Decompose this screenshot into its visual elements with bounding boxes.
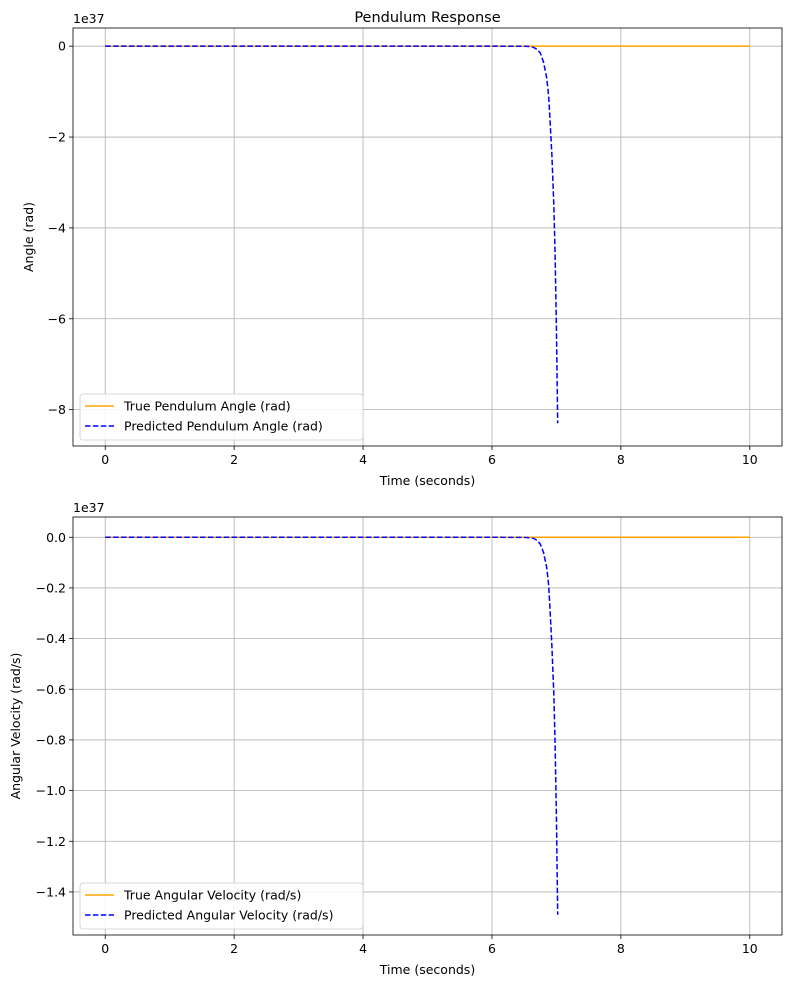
legend: True Angular Velocity (rad/s) Predicted A…: [79, 882, 364, 930]
axes-frame: [72, 27, 783, 447]
x-tick-label: 6: [488, 941, 496, 956]
x-tick-label: 6: [488, 452, 496, 467]
x-axis-label: Time (seconds): [379, 473, 475, 488]
y-axis-label: Angular Velocity (rad/s): [8, 653, 23, 800]
y-tick-label: −1.0: [36, 783, 66, 798]
legend-label-1: True Pendulum Angle (rad): [123, 399, 291, 414]
axes-frame: [72, 516, 783, 936]
y-tick-label: −1.2: [36, 834, 66, 849]
axis-offset-label: 1e37: [73, 500, 105, 515]
y-tick-label: −0.2: [36, 580, 66, 595]
chart-panel-2: 0 2 4 6 8 10 0.0 −0.2 −0.4 −0.6 −0.8 −1.0 −1.2 −1.4 1e…: [8, 500, 783, 977]
x-tick-label: 10: [742, 941, 758, 956]
x-tick-label: 10: [742, 452, 758, 467]
y-tick-label: −0.4: [36, 631, 66, 646]
chart-panel-1: 0 2 4 6 8 10 0 −2 −4 −6 −8 1e37 Pendulum Response Tim…: [21, 10, 783, 488]
x-tick-label: 8: [617, 941, 625, 956]
legend-label-2: Predicted Pendulum Angle (rad): [124, 419, 323, 434]
y-tick-label: −2: [48, 130, 66, 145]
y-tick-label: −4: [48, 220, 66, 235]
legend: True Pendulum Angle (rad) Predicted Pendu…: [79, 393, 364, 441]
y-tick-label: −0.8: [36, 732, 66, 747]
legend-label-1: True Angular Velocity (rad/s): [123, 888, 301, 903]
y-axis-label: Angle (rad): [21, 202, 36, 272]
chart-title: Pendulum Response: [354, 10, 500, 26]
x-tick-label: 0: [101, 452, 109, 467]
y-tick-label: −6: [48, 311, 66, 326]
x-tick-label: 4: [359, 941, 367, 956]
y-tick-label: −8: [48, 402, 66, 417]
x-tick-label: 4: [359, 452, 367, 467]
y-tick-label: −0.6: [36, 682, 66, 697]
legend-label-2: Predicted Angular Velocity (rad/s): [124, 908, 333, 923]
x-axis-label: Time (seconds): [379, 962, 475, 977]
legend-box: [79, 393, 364, 441]
x-tick-label: 2: [230, 941, 238, 956]
x-tick-label: 8: [617, 452, 625, 467]
x-tick-label: 0: [101, 941, 109, 956]
legend-box: [79, 882, 364, 930]
y-tick-label: 0: [58, 39, 66, 54]
series-line-2: [105, 536, 559, 915]
axis-offset-label: 1e37: [73, 11, 105, 26]
y-tick-label: −1.4: [36, 884, 66, 899]
y-tick-label: 0.0: [46, 530, 66, 545]
x-tick-label: 2: [230, 452, 238, 467]
series-line-2: [105, 45, 559, 424]
